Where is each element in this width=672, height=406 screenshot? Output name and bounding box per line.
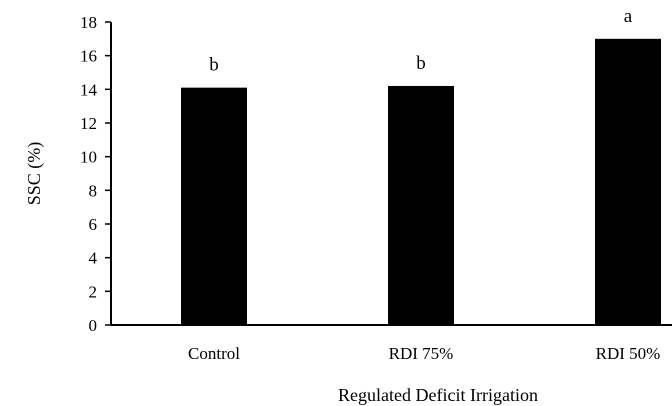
y-tick-label: 16 [80,47,97,66]
x-category-label: Control [188,344,240,363]
x-category-label: RDI 50% [596,344,661,363]
y-tick-label: 6 [89,215,98,234]
significance-letter: a [624,6,633,27]
bar-rdi-50 [595,38,661,325]
significance-letters: b b a [209,6,633,76]
y-tick-label: 18 [80,13,97,32]
bar-rdi-75 [388,85,454,325]
bar-control [181,87,247,326]
significance-letter: b [416,53,426,74]
x-axis-title: Regulated Deficit Irrigation [338,385,538,405]
y-tick-label: 0 [89,316,98,335]
y-tick-label: 8 [89,181,98,200]
x-axis-category-labels: Control RDI 75% RDI 50% [188,344,660,363]
y-tick-label: 4 [89,249,98,268]
y-tick-label: 10 [80,148,97,167]
y-tick-label: 14 [80,80,98,99]
bars [181,38,661,326]
x-category-label: RDI 75% [389,344,454,363]
y-tick-label: 2 [89,282,98,301]
y-axis-ticks: 0 2 4 6 8 10 12 14 16 18 [80,13,111,335]
y-tick-label: 12 [80,114,97,133]
y-axis-title: SSC (%) [24,142,45,206]
significance-letter: b [209,55,219,76]
